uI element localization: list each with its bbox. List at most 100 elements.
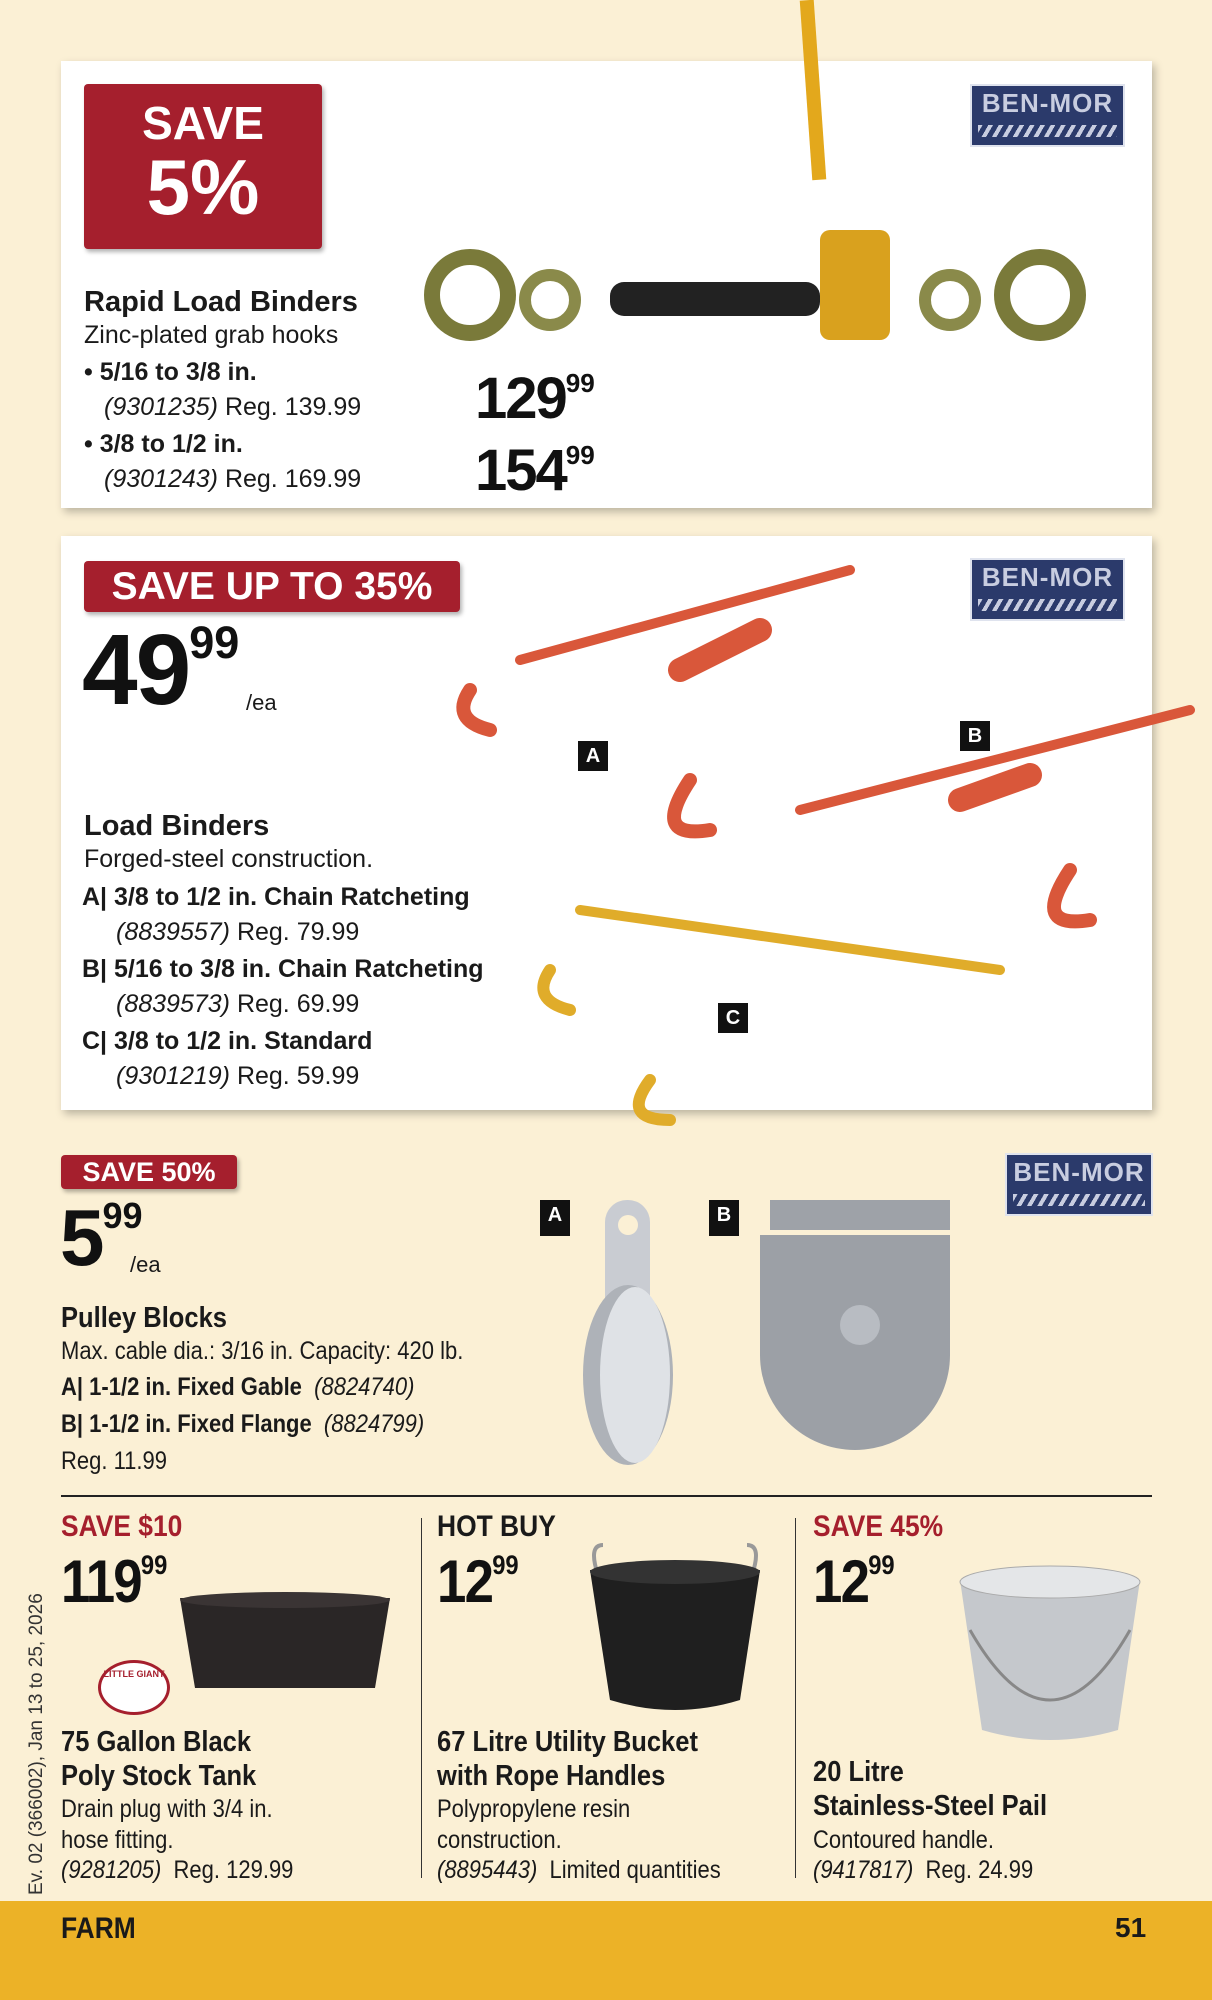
reg-price: Reg. 69.99 xyxy=(236,990,360,1018)
reg-price: Reg. 79.99 xyxy=(236,918,360,946)
column-divider xyxy=(795,1518,796,1878)
price-cents: 99 xyxy=(189,617,240,668)
label: B| xyxy=(61,1410,84,1438)
product-desc: Drain plug with 3/4 in. xyxy=(61,1795,273,1823)
stock-tank-image xyxy=(180,1592,390,1688)
variant-a: A| 1-1/2 in. Fixed Gable (8824740) xyxy=(61,1373,414,1402)
variant-b: B| 5/16 to 3/8 in. Chain Ratcheting xyxy=(82,955,484,984)
product-title: 67 Litre Utility Bucket xyxy=(437,1726,698,1758)
sale-price: 11999 xyxy=(61,1552,167,1612)
variant-tag-c: C xyxy=(718,1003,748,1033)
reg-price: Reg. 11.99 xyxy=(61,1447,168,1475)
sku: (9301219) xyxy=(116,1062,230,1090)
save-badge: SAVE 5% xyxy=(84,84,322,249)
product-title: Pulley Blocks xyxy=(61,1302,227,1334)
price-dollars: 154 xyxy=(475,438,568,503)
price-dollars: 49 xyxy=(82,614,191,726)
unit: /ea xyxy=(130,1252,161,1277)
little-giant-logo: LITTLE GIANT xyxy=(98,1660,170,1715)
product-desc: hose fitting. xyxy=(61,1826,174,1854)
product-desc: Forged-steel construction. xyxy=(84,845,374,873)
reg-price: Reg. 24.99 xyxy=(925,1856,1034,1884)
sku-reg: (8839573) Reg. 69.99 xyxy=(116,990,359,1019)
save-badge: SAVE 50% xyxy=(61,1155,237,1189)
sku: (8824799) xyxy=(323,1410,425,1438)
size-option: • 5/16 to 3/8 in. xyxy=(84,358,257,386)
utility-bucket-image xyxy=(590,1543,760,1710)
sku: (9417817) xyxy=(813,1856,914,1884)
price-dollars: 12 xyxy=(437,1548,494,1615)
ben-mor-logo: BEN-MOR xyxy=(1005,1153,1153,1216)
reg-price: Reg. 59.99 xyxy=(236,1062,360,1090)
sale-price: 12999 xyxy=(475,370,595,428)
product-desc: Max. cable dia.: 3/16 in. Capacity: 420 … xyxy=(61,1337,464,1365)
price-cents: 99 xyxy=(565,368,595,398)
variant-a: A| 3/8 to 1/2 in. Chain Ratcheting xyxy=(82,883,470,912)
sku: (9301235) xyxy=(104,393,218,421)
reg-price: Reg. 139.99 xyxy=(224,393,362,421)
price-cents: 99 xyxy=(565,440,595,470)
sku: (8839557) xyxy=(116,918,230,946)
save-percent: 5% xyxy=(146,143,260,231)
variant-b: B| 1-1/2 in. Fixed Flange (8824799) xyxy=(61,1410,424,1439)
name: 5/16 to 3/8 in. Chain Ratcheting xyxy=(114,955,484,983)
product-desc: Polypropylene resin xyxy=(437,1795,631,1823)
sku-reg: (9301235) Reg. 139.99 xyxy=(104,393,361,422)
price-dollars: 12 xyxy=(813,1548,870,1615)
sku-reg: (9301219) Reg. 59.99 xyxy=(116,1062,359,1091)
promo-label: SAVE 45% xyxy=(813,1510,944,1543)
unit: /ea xyxy=(246,690,277,715)
sale-price: 1299 xyxy=(437,1552,519,1612)
sale-price: 15499 xyxy=(475,442,595,500)
name: 3/8 to 1/2 in. Standard xyxy=(114,1027,373,1055)
section-name: FARM xyxy=(61,1912,136,1945)
price-dollars: 5 xyxy=(60,1193,104,1282)
product-title: Stainless-Steel Pail xyxy=(813,1790,1048,1822)
name: 1-1/2 in. Fixed Flange xyxy=(89,1410,312,1438)
product-title: Load Binders xyxy=(84,810,270,842)
name: 1-1/2 in. Fixed Gable xyxy=(89,1373,302,1401)
price-dollars: 119 xyxy=(61,1548,143,1615)
product-desc: Zinc-plated grab hooks xyxy=(84,321,339,349)
edition-side-text: Ev. 02 (366002), Jan 13 to 25, 2026 xyxy=(26,1593,47,1895)
save-badge: SAVE UP TO 35% xyxy=(84,561,460,612)
product-title: with Rope Handles xyxy=(437,1760,666,1792)
name: 3/8 to 1/2 in. Chain Ratcheting xyxy=(114,883,470,911)
page-number: 51 xyxy=(1115,1912,1147,1943)
ben-mor-logo: BEN-MOR xyxy=(970,84,1125,147)
pulley-blocks-image xyxy=(583,1200,950,1465)
price-cents: 99 xyxy=(868,1550,895,1580)
sale-price: 1299 xyxy=(813,1552,895,1612)
footer-bar xyxy=(0,1901,1212,2000)
sku: (9281205) xyxy=(61,1856,162,1884)
sku-reg: (9281205) Reg. 129.99 xyxy=(61,1856,293,1885)
divider xyxy=(61,1495,1152,1497)
variant-tag-a: A xyxy=(578,741,608,771)
price-cents: 99 xyxy=(102,1195,143,1236)
load-binders-image xyxy=(456,565,1195,1126)
sale-price: 4999 xyxy=(82,620,239,720)
reg-price: Reg. 129.99 xyxy=(173,1856,294,1884)
product-desc: construction. xyxy=(437,1826,562,1854)
ben-mor-logo: BEN-MOR xyxy=(970,558,1125,621)
rapid-load-binder-image xyxy=(424,230,1086,341)
label: A| xyxy=(82,883,108,911)
sku-reg: (9417817) Reg. 24.99 xyxy=(813,1856,1033,1885)
sku-reg: (8839557) Reg. 79.99 xyxy=(116,918,359,947)
sku: (8895443) xyxy=(437,1856,538,1884)
variant-tag-b: B xyxy=(960,721,990,751)
sale-price: 599 xyxy=(60,1198,143,1278)
note: Limited quantities xyxy=(549,1856,721,1884)
variant-c: C| 3/8 to 1/2 in. Standard xyxy=(82,1027,372,1056)
sku: (8839573) xyxy=(116,990,230,1018)
price-dollars: 129 xyxy=(475,366,568,431)
save-label: SAVE xyxy=(142,97,264,149)
steel-pail-image xyxy=(959,1565,1141,1740)
variant-tag-a: A xyxy=(540,1200,570,1236)
reg-price: Reg. 169.99 xyxy=(224,465,362,493)
label: B| xyxy=(82,955,108,983)
product-title: 75 Gallon Black xyxy=(61,1726,252,1758)
size-option: • 3/8 to 1/2 in. xyxy=(84,430,243,458)
label: A| xyxy=(61,1373,84,1401)
label: C| xyxy=(82,1027,108,1055)
